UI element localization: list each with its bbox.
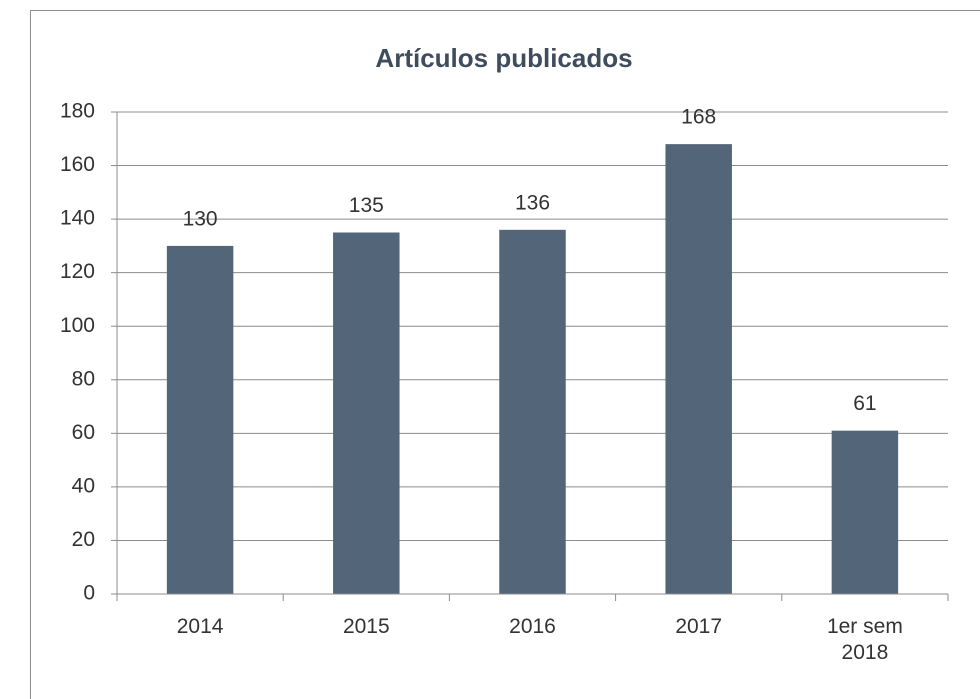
bar: [166, 245, 234, 594]
value-label: 136: [515, 191, 550, 214]
value-label: 135: [349, 194, 384, 217]
bar: [499, 229, 566, 595]
y-tick-label: 80: [72, 367, 95, 390]
y-tick-label: 0: [83, 582, 95, 605]
x-tick-label: 2015: [342, 615, 390, 638]
x-tick-label: 2017: [675, 615, 723, 638]
y-tick-label: 20: [72, 528, 95, 551]
chart-frame: [30, 10, 980, 699]
x-tick-label: 2016: [509, 615, 556, 638]
chart-title: Artículos publicados: [375, 43, 632, 73]
y-tick-label: 180: [60, 100, 95, 123]
value-label: 61: [853, 392, 876, 415]
bar: [665, 144, 732, 594]
value-label: 130: [183, 207, 218, 230]
y-tick-label: 140: [60, 207, 95, 230]
bar: [831, 430, 899, 594]
bar: [333, 232, 400, 594]
y-tick-label: 40: [72, 474, 95, 497]
y-tick-label: 120: [60, 260, 95, 283]
value-label: 168: [681, 106, 716, 129]
x-tick-label: 2014: [176, 615, 224, 638]
x-tick-label: 1er sem 2018: [826, 615, 903, 664]
y-tick-label: 160: [60, 153, 95, 176]
y-tick-label: 100: [60, 314, 95, 337]
y-tick-label: 60: [72, 421, 95, 444]
